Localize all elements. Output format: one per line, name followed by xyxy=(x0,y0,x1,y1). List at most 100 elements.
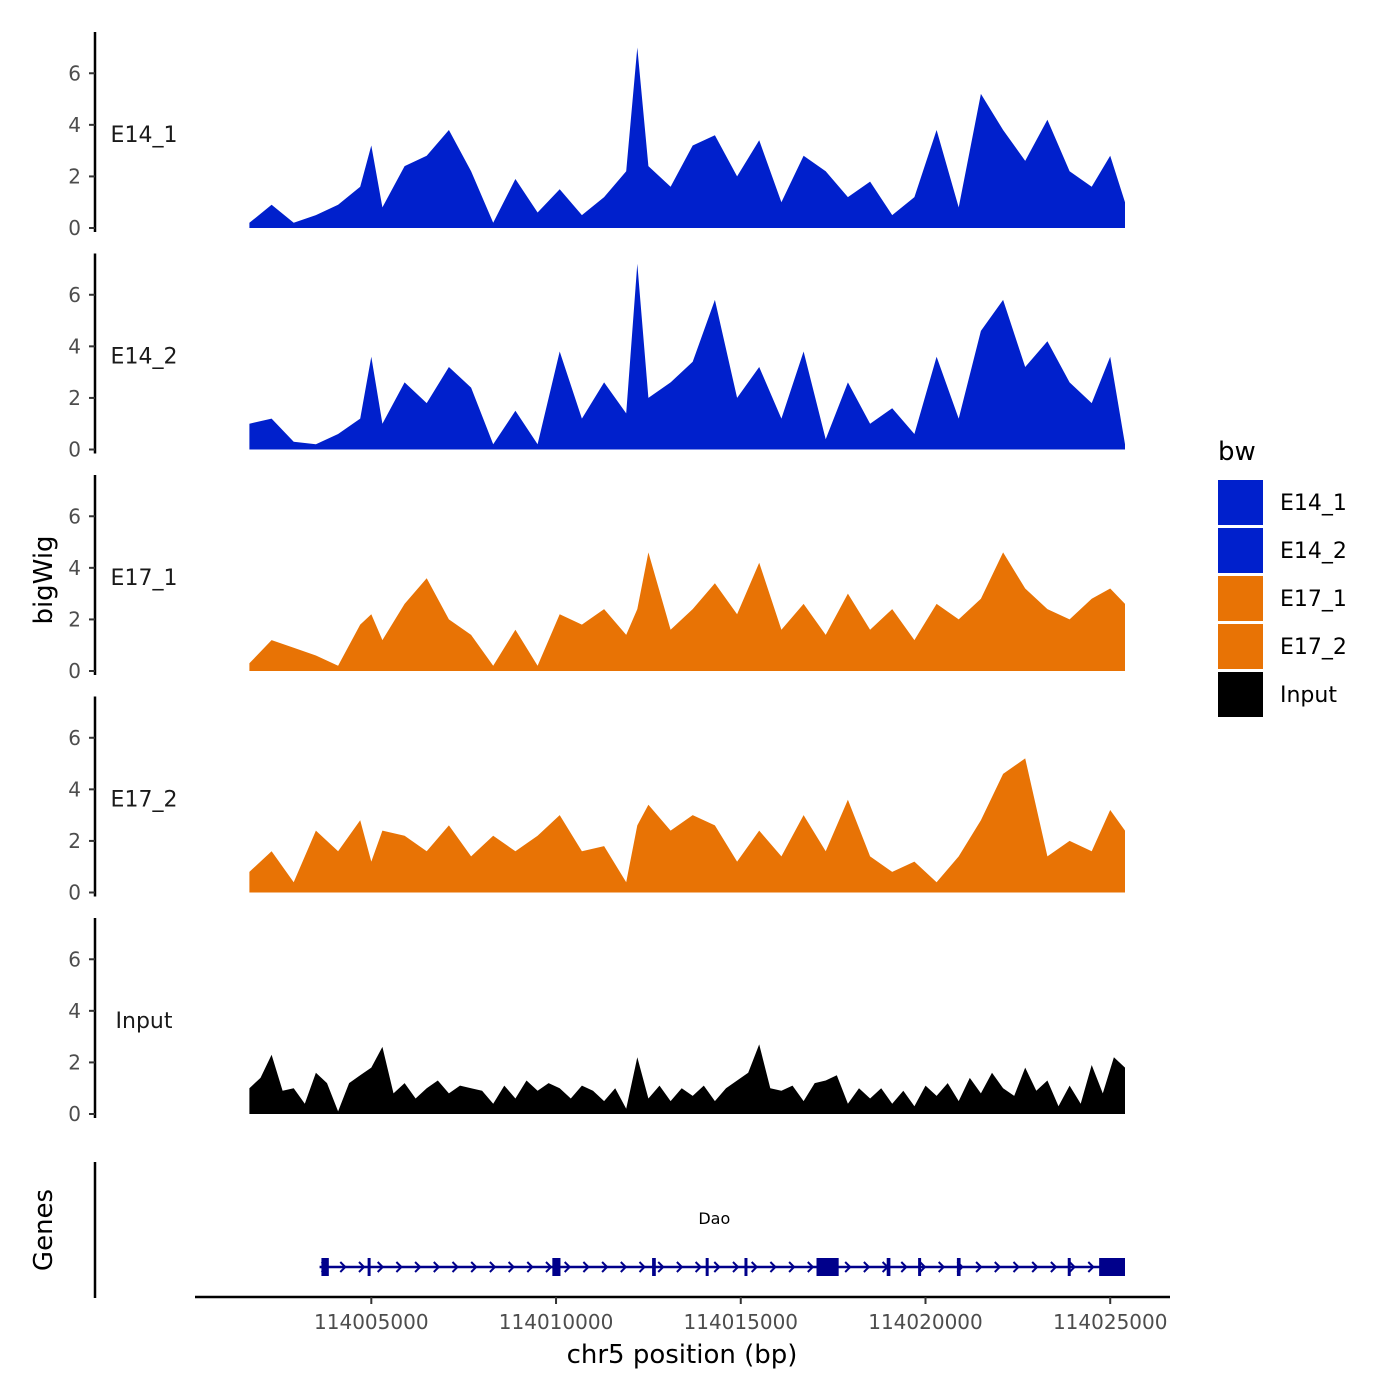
strand-arrow-icon xyxy=(638,1261,646,1273)
strand-arrow-icon xyxy=(1050,1261,1058,1273)
x-tick-label: 114010000 xyxy=(499,1310,614,1334)
strand-arrow-icon xyxy=(1031,1261,1039,1273)
y-tick-label: 6 xyxy=(68,504,81,528)
track-panel-e14-1: 0 2 4 6 E14_1 xyxy=(68,32,1125,240)
legend-swatch xyxy=(1218,480,1263,525)
coverage-area-e14-1 xyxy=(249,47,1125,228)
legend-label: E14_2 xyxy=(1280,539,1347,564)
y-tick-label: 2 xyxy=(68,829,81,853)
gene-exon xyxy=(321,1258,329,1276)
strand-arrow-icon xyxy=(788,1261,796,1273)
gene-exon xyxy=(705,1258,709,1276)
y-tick-label: 6 xyxy=(68,726,81,750)
legend-label: Input xyxy=(1280,683,1337,708)
strand-arrow-icon xyxy=(526,1261,534,1273)
coverage-area-e17-2 xyxy=(249,758,1125,893)
strand-arrow-icon xyxy=(545,1261,553,1273)
track-label: E14_1 xyxy=(111,123,178,148)
strand-arrow-icon xyxy=(676,1261,684,1273)
strand-arrow-icon xyxy=(376,1261,385,1273)
y-tick-label: 4 xyxy=(68,999,81,1023)
strand-arrow-icon xyxy=(694,1261,703,1273)
legend-title: bw xyxy=(1218,437,1256,467)
x-tick-label: 114025000 xyxy=(1053,1310,1168,1334)
track-panel-e17-2: 0 2 4 6 E17_2 xyxy=(68,696,1125,905)
y-tick-label: 2 xyxy=(68,164,81,188)
track-panel-e14-2: 0 2 4 6 E14_2 xyxy=(68,253,1125,462)
strand-arrow-icon xyxy=(620,1261,628,1273)
track-label: Input xyxy=(116,1009,173,1034)
y-tick-label: 6 xyxy=(68,61,81,85)
gene-exon xyxy=(1067,1258,1071,1276)
gene-exon xyxy=(816,1258,839,1276)
y-tick-label: 6 xyxy=(68,283,81,307)
coverage-tracks: 0 2 4 6 E14_1 0 2 4 6 E14_2 0 2 4 6 E17_1 0 2 4 6 E17_2 0 2 4 6… xyxy=(68,32,1125,1126)
y-tick-label: 0 xyxy=(68,881,81,905)
strand-arrow-icon xyxy=(489,1261,497,1273)
legend-label: E17_2 xyxy=(1280,635,1347,660)
strand-arrow-icon xyxy=(937,1261,946,1273)
strand-arrow-icon xyxy=(975,1261,983,1273)
y-tick-label: 4 xyxy=(68,113,81,137)
strand-arrow-icon xyxy=(339,1261,347,1273)
gene-exon xyxy=(367,1258,371,1276)
gene-exon xyxy=(1099,1258,1125,1276)
strand-arrow-icon xyxy=(1068,1261,1077,1273)
gene-exon xyxy=(918,1258,922,1276)
track-label: E14_2 xyxy=(111,345,178,370)
strand-arrow-icon xyxy=(732,1261,740,1273)
strand-arrow-icon xyxy=(395,1261,403,1273)
coverage-area-e17-1 xyxy=(249,552,1125,671)
y-tick-label: 0 xyxy=(68,659,81,683)
x-axis-title: chr5 position (bp) xyxy=(567,1340,798,1370)
strand-arrow-icon xyxy=(563,1261,572,1273)
strand-arrow-icon xyxy=(919,1261,927,1273)
legend-label: E14_1 xyxy=(1280,491,1347,516)
track-label: E17_1 xyxy=(111,566,178,591)
legend-swatch xyxy=(1218,672,1263,717)
legend-label: E17_1 xyxy=(1280,587,1347,612)
y-tick-label: 2 xyxy=(68,386,81,410)
legend: bw E14_1 E14_2 E17_1 E17_2 Input xyxy=(1218,437,1347,717)
gene-name-label: Dao xyxy=(698,1209,730,1228)
strand-arrow-icon xyxy=(657,1261,665,1273)
strand-arrow-icon xyxy=(433,1261,441,1273)
strand-arrow-icon xyxy=(750,1261,759,1273)
y-tick-label: 6 xyxy=(68,947,81,971)
strand-arrow-icon xyxy=(1012,1261,1020,1273)
strand-arrow-icon xyxy=(769,1261,777,1273)
y-tick-label: 2 xyxy=(68,607,81,631)
legend-swatch xyxy=(1218,624,1263,669)
strand-arrow-icon xyxy=(358,1261,366,1273)
y-tick-label: 2 xyxy=(68,1050,81,1074)
strand-arrow-icon xyxy=(451,1261,459,1273)
gene-track-title: Genes xyxy=(29,1189,59,1271)
gene-exon xyxy=(956,1258,961,1276)
strand-arrow-icon xyxy=(994,1261,1002,1273)
strand-arrow-icon xyxy=(1087,1261,1095,1273)
x-tick-label: 114005000 xyxy=(314,1310,429,1334)
y-tick-label: 0 xyxy=(68,1102,81,1126)
y-axis-title: bigWig xyxy=(29,535,59,624)
coverage-area-e14-2 xyxy=(249,263,1125,450)
strand-arrow-icon xyxy=(900,1261,908,1273)
track-label: E17_2 xyxy=(111,788,178,813)
track-panel-input: 0 2 4 6 Input xyxy=(68,918,1125,1126)
strand-arrow-icon xyxy=(507,1261,516,1273)
y-tick-label: 0 xyxy=(68,438,81,462)
strand-arrow-icon xyxy=(414,1261,422,1273)
legend-swatch xyxy=(1218,528,1263,573)
y-tick-label: 4 xyxy=(68,556,81,580)
legend-swatch xyxy=(1218,576,1263,621)
strand-arrow-icon xyxy=(713,1261,721,1273)
gene-exon xyxy=(744,1258,748,1276)
coverage-area-input xyxy=(249,1044,1125,1114)
gene-exon xyxy=(652,1258,656,1276)
y-tick-label: 4 xyxy=(68,334,81,358)
x-axis: 114005000 114010000 114015000 114020000 1140… xyxy=(195,1295,1170,1334)
strand-arrow-icon xyxy=(582,1261,590,1273)
strand-arrow-icon xyxy=(470,1261,478,1273)
x-tick-label: 114015000 xyxy=(684,1310,799,1334)
strand-arrow-icon xyxy=(601,1261,609,1273)
gene-exon xyxy=(552,1258,561,1276)
